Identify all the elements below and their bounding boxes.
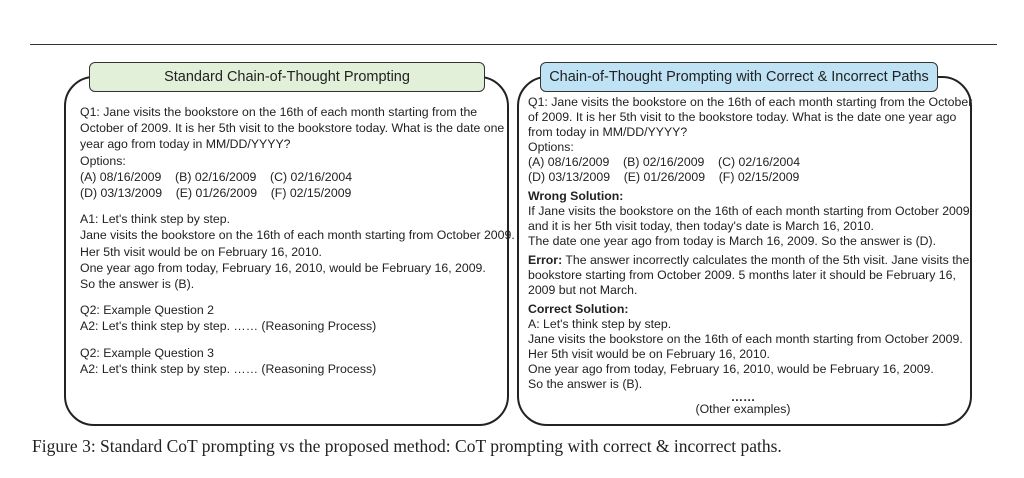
options-line: (D) 03/13/2009 (E) 01/26/2009 (F) 02/15/… xyxy=(80,186,352,201)
standard-cot-header: Standard Chain-of-Thought Prompting xyxy=(89,62,485,92)
q1-line: Q1: Jane visits the bookstore on the 16t… xyxy=(80,105,478,119)
error-label: Error: xyxy=(528,253,563,267)
a1-line: Her 5th visit would be on February 16, 2… xyxy=(80,244,322,259)
correct-line: A: Let's think step by step. xyxy=(528,317,672,331)
ellipsis: …… xyxy=(730,390,756,404)
top-rule xyxy=(30,44,997,45)
options-line: (A) 08/16/2009 (B) 02/16/2009 (C) 02/16/… xyxy=(80,169,353,184)
a3-line: A2: Let's think step by step. …… (Reason… xyxy=(80,361,377,376)
a1-line: Jane visits the bookstore on the 16th of… xyxy=(80,228,515,243)
wrong-line: and it is her 5th visit today, then toda… xyxy=(528,219,874,233)
contrastive-cot-text: Q1: Jane visits the bookstore on the 16t… xyxy=(528,95,973,417)
figure-caption: Figure 3: Standard CoT prompting vs the … xyxy=(32,436,782,456)
a1-line: A1: Let's think step by step. xyxy=(80,212,230,227)
wrong-line: The date one year ago from today is Marc… xyxy=(528,234,937,248)
error-line: 2009 but not March. xyxy=(528,283,638,297)
options-line: (D) 03/13/2009 (E) 01/26/2009 (F) 02/15/… xyxy=(528,170,800,184)
correct-line: Jane visits the bookstore on the 16th of… xyxy=(528,332,963,346)
standard-cot-panel xyxy=(64,76,509,426)
correct-solution-label: Correct Solution: xyxy=(528,302,629,316)
q2-line: Q2: Example Question 2 xyxy=(80,303,214,318)
standard-cot-text: Q1: Jane visits the bookstore on the 16t… xyxy=(80,104,515,377)
wrong-line: If Jane visits the bookstore on the 16th… xyxy=(528,204,973,218)
a2-line: A2: Let's think step by step. …… (Reason… xyxy=(80,319,377,334)
q1-line: Q1: Jane visits the bookstore on the 16t… xyxy=(528,95,973,109)
error-line: The answer incorrectly calculates the mo… xyxy=(562,253,970,267)
other-examples: (Other examples) xyxy=(695,402,791,416)
correct-line: One year ago from today, February 16, 20… xyxy=(528,362,934,376)
a1-line: So the answer is (B). xyxy=(80,277,195,292)
error-line: bookstore starting from October 2009. 5 … xyxy=(528,268,956,282)
q1-line: of 2009. It is her 5th visit to the book… xyxy=(528,110,957,124)
q1-line: year ago from today in MM/DD/YYYY? xyxy=(80,137,291,152)
options-line: (A) 08/16/2009 (B) 02/16/2009 (C) 02/16/… xyxy=(528,155,801,169)
contrastive-cot-panel xyxy=(517,76,972,426)
a1-line: One year ago from today, February 16, 20… xyxy=(80,260,486,275)
correct-line: Her 5th visit would be on February 16, 2… xyxy=(528,347,770,361)
q1-line: from today in MM/DD/YYYY? xyxy=(528,125,688,139)
contrastive-cot-header: Chain-of-Thought Prompting with Correct … xyxy=(540,62,938,92)
correct-line: So the answer is (B). xyxy=(528,377,643,391)
options-label: Options: xyxy=(80,153,126,168)
options-label: Options: xyxy=(528,140,574,154)
wrong-solution-label: Wrong Solution: xyxy=(528,189,624,203)
q3-line: Q2: Example Question 3 xyxy=(80,345,214,360)
q1-line: October of 2009. It is her 5th visit to … xyxy=(80,121,505,136)
